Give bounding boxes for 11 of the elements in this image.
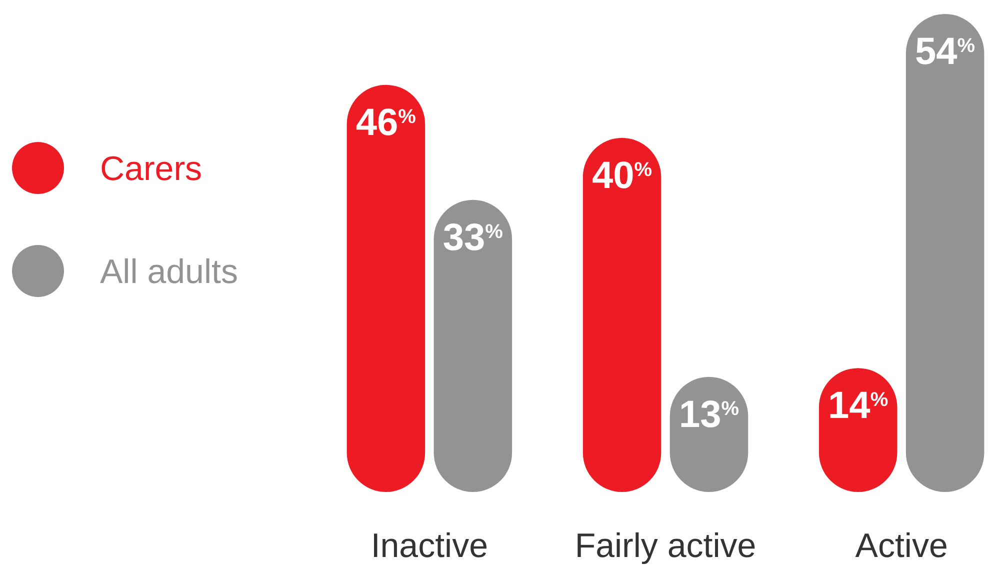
legend-label: All adults bbox=[100, 253, 238, 291]
x-tick-label: Inactive bbox=[370, 527, 488, 565]
legend-label: Carers bbox=[100, 150, 202, 188]
x-tick-label: Fairly active bbox=[574, 527, 756, 565]
data-label: 46$^{%}$ bbox=[356, 102, 416, 144]
data-label: 40$^{%}$ bbox=[592, 154, 652, 197]
data-label: 14$^{%}$ bbox=[828, 385, 888, 428]
x-tick-label: Active bbox=[855, 527, 948, 565]
data-label: 54$^{%}$ bbox=[915, 31, 976, 73]
data-label: 13$^{%}$ bbox=[678, 394, 740, 436]
data-label: 33$^{%}$ bbox=[442, 216, 504, 259]
